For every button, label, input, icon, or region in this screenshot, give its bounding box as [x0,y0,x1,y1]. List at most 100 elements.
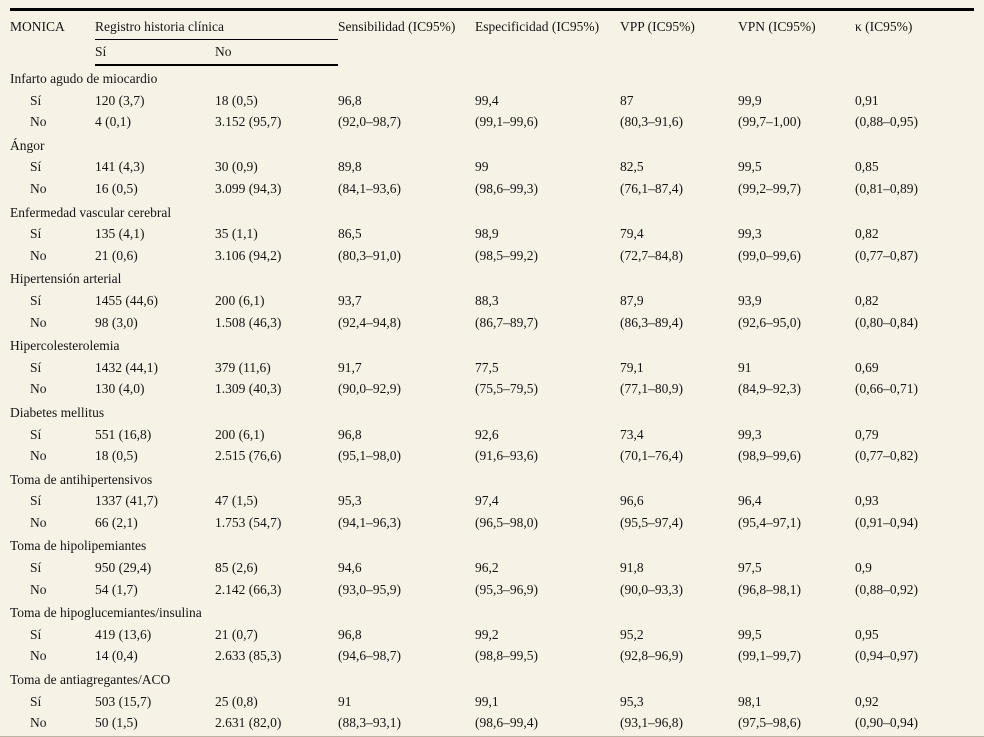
table-body: Infarto agudo de miocardio Sí 120 (3,7) 18 … [10,65,974,734]
cell-sens: (93,0–95,9) [338,581,401,597]
cell-reg_si: 21 (0,6) [95,247,138,263]
cell-sens: 96,8 [338,426,362,442]
group-label-row: Diabetes mellitus [10,400,974,424]
cell-vpp: 96,6 [620,493,644,509]
cell-reg_si: 135 (4,1) [95,226,145,242]
row-label: No [30,381,47,397]
cell-reg_si: 66 (2,1) [95,514,138,530]
cell-esp: (98,6–99,4) [475,715,538,731]
group-label-row: Hipertensión arterial [10,266,974,290]
cell-reg_no: 47 (1,5) [215,493,258,509]
cell-esp: (96,5–98,0) [475,514,538,530]
cell-vpp: 79,1 [620,359,644,375]
col-header-vpp: VPP (IC95%) [620,19,695,34]
col-header-kappa: κ (IC95%) [855,19,913,34]
row-label: No [30,715,47,731]
row-label: Sí [30,693,42,709]
cell-reg_no: 3.152 (95,7) [215,114,282,130]
group-label: Toma de antiagregantes/ACO [10,672,171,688]
cell-esp: 99,4 [475,92,499,108]
cell-sens: 93,7 [338,292,362,308]
cell-reg_si: 98 (3,0) [95,314,138,330]
cell-sens: (94,6–98,7) [338,648,401,664]
cell-reg_no: 85 (2,6) [215,560,258,576]
group-label-row: Ángor [10,133,974,157]
header-row-main: MONICA Registro historia clínica Sensibi… [10,14,974,40]
cell-kappa: 0,82 [855,226,879,242]
cell-esp: 92,6 [475,426,499,442]
cell-kappa: 0,95 [855,626,879,642]
cell-sens: (95,1–98,0) [338,448,401,464]
cell-reg_si: 503 (15,7) [95,693,152,709]
cell-vpn: (96,8–98,1) [738,581,801,597]
cell-sens: 95,3 [338,493,362,509]
group-label-row: Infarto agudo de miocardio [10,65,974,90]
cell-reg_si: 419 (13,6) [95,626,152,642]
group-label-row: Toma de antiagregantes/ACO [10,667,974,691]
cell-reg_si: 551 (16,8) [95,426,152,442]
row-label: Sí [30,92,42,108]
row-label: No [30,180,47,196]
cell-vpp: 79,4 [620,226,644,242]
group-label: Ángor [10,137,45,153]
row-label: Sí [30,426,42,442]
col-header-vpn: VPN (IC95%) [738,19,816,34]
cell-reg_no: 21 (0,7) [215,626,258,642]
group-label: Enfermedad vascular cerebral [10,204,172,220]
cell-esp: (98,5–99,2) [475,247,538,263]
cell-kappa: (0,90–0,94) [855,715,918,731]
cell-kappa: (0,66–0,71) [855,381,918,397]
cell-vpp: (77,1–80,9) [620,381,683,397]
data-row: No 14 (0,4) 2.633 (85,3) (94,6–98,7) (98,8–9… [10,645,974,667]
data-row: Sí 551 (16,8) 200 (6,1) 96,8 92,6 73,4 99,3 0,7… [10,424,974,446]
col-header-monica: MONICA [10,19,65,34]
row-label: No [30,448,47,464]
validation-table-frame: MONICA Registro historia clínica Sensibi… [10,8,974,736]
cell-reg_no: 35 (1,1) [215,226,258,242]
group-label: Infarto agudo de miocardio [10,71,158,86]
cell-reg_no: 2.515 (76,6) [215,448,282,464]
row-label: Sí [30,226,42,242]
cell-reg_si: 4 (0,1) [95,114,131,130]
group-label-row: Toma de hipolipemiantes [10,533,974,557]
cell-reg_no: 200 (6,1) [215,426,265,442]
group-label-row: Enfermedad vascular cerebral [10,200,974,224]
cell-vpp: 82,5 [620,159,644,175]
col-header-registro: Registro historia clínica [95,14,338,40]
cell-reg_no: 1.309 (40,3) [215,381,282,397]
cell-esp: (98,8–99,5) [475,648,538,664]
cell-sens: (90,0–92,9) [338,381,401,397]
cell-reg_si: 1337 (41,7) [95,493,158,509]
cell-vpp: 87 [620,92,634,108]
cell-vpn: 99,5 [738,159,762,175]
cell-vpp: (76,1–87,4) [620,180,683,196]
group-label: Toma de hipoglucemiantes/insulina [10,605,202,621]
cell-vpn: (99,2–99,7) [738,180,801,196]
data-row: No 18 (0,5) 2.515 (76,6) (95,1–98,0) (91,6–9… [10,445,974,467]
data-row: No 16 (0,5) 3.099 (94,3) (84,1–93,6) (98,6–9… [10,178,974,200]
cell-sens: 94,6 [338,560,362,576]
cell-vpn: 99,3 [738,226,762,242]
cell-vpn: 98,1 [738,693,762,709]
cell-sens: (88,3–93,1) [338,715,401,731]
cell-kappa: (0,88–0,92) [855,581,918,597]
cell-reg_no: 2.142 (66,3) [215,581,282,597]
row-label: No [30,648,47,664]
row-label: Sí [30,493,42,509]
group-label: Toma de antihipertensivos [10,471,153,487]
cell-sens: 96,8 [338,626,362,642]
row-label: Sí [30,359,42,375]
row-label: Sí [30,292,42,308]
cell-esp: 88,3 [475,292,499,308]
data-row: Sí 1432 (44,1) 379 (11,6) 91,7 77,5 79,1 91 0,6… [10,357,974,379]
data-row: No 66 (2,1) 1.753 (54,7) (94,1–96,3) (96,5–9… [10,512,974,534]
data-row: Sí 419 (13,6) 21 (0,7) 96,8 99,2 95,2 99,5 0,95 [10,624,974,646]
cell-reg_si: 16 (0,5) [95,180,138,196]
cell-vpp: (70,1–76,4) [620,448,683,464]
header-row-sub: Sí No [10,39,974,66]
cell-vpn: (99,7–1,00) [738,114,801,130]
data-row: No 4 (0,1) 3.152 (95,7) (92,0–98,7) (99,1–99… [10,111,974,133]
cell-esp: 96,2 [475,560,499,576]
cell-reg_si: 50 (1,5) [95,715,138,731]
